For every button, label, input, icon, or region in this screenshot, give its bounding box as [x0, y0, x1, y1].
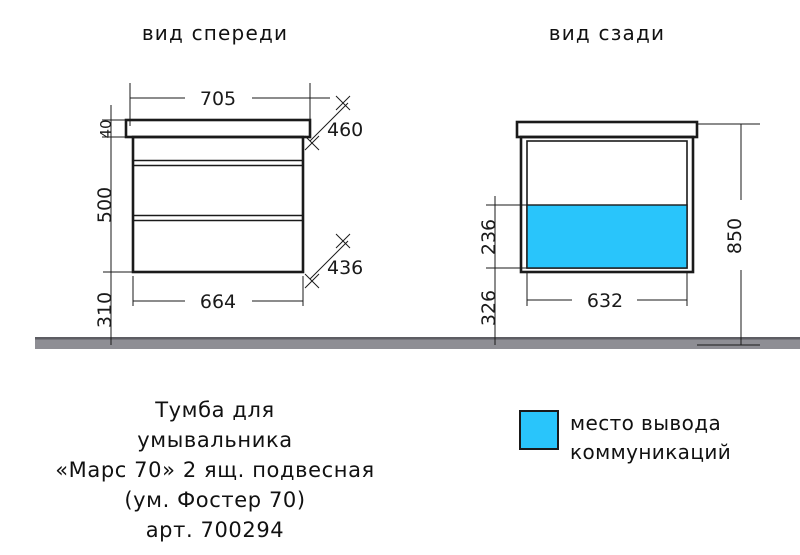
- front-view-title: вид спереди: [142, 21, 288, 45]
- legend-label-line1: место вывода: [570, 411, 721, 435]
- front-cabinet-body: [131, 135, 305, 274]
- dim-label-326: 326: [478, 290, 500, 326]
- rear-cabinet-body: [519, 135, 695, 274]
- rear-view-drawing: 236 326 632 850: [478, 120, 760, 346]
- dim-front-top-depth: 460: [304, 95, 363, 151]
- dim-label-460: 460: [327, 119, 363, 141]
- dim-label-436: 436: [327, 257, 363, 279]
- rear-view-title: вид сзади: [549, 21, 665, 45]
- dim-label-705: 705: [200, 88, 236, 110]
- dim-rear-comm-height: 236: [478, 196, 527, 278]
- caption-line-2: умывальника: [137, 428, 292, 452]
- legend-label-line2: коммуникаций: [570, 440, 731, 464]
- communication-zone-fill: [526, 204, 688, 269]
- dim-rear-body-width: 632: [526, 272, 688, 312]
- dim-front-body-width: 664: [132, 276, 304, 313]
- dim-rear-comm-to-floor: 326: [478, 267, 527, 345]
- dim-label-664: 664: [200, 291, 236, 313]
- dim-rear-total-height: 850: [697, 123, 760, 346]
- dim-front-top-width: 705: [129, 83, 330, 126]
- dim-label-850: 850: [724, 218, 746, 254]
- caption-line-1: Тумба для: [154, 398, 275, 422]
- legend: место вывода коммуникаций: [519, 410, 731, 464]
- product-caption: Тумба для умывальника «Марс 70» 2 ящ. по…: [55, 398, 375, 542]
- caption-line-4: (ум. Фостер 70): [124, 488, 305, 512]
- dim-label-500: 500: [94, 187, 116, 223]
- dim-front-floor-gap: 310: [94, 271, 133, 345]
- caption-line-5: арт. 700294: [146, 518, 285, 542]
- legend-color-swatch: [519, 410, 559, 450]
- front-countertop: [124, 118, 312, 139]
- rear-countertop: [515, 120, 699, 139]
- dim-label-310: 310: [94, 292, 116, 328]
- dim-label-632: 632: [587, 290, 623, 312]
- dim-front-body-height: 500: [94, 136, 133, 273]
- dim-front-body-depth: 436: [304, 233, 363, 289]
- dim-label-236: 236: [478, 219, 500, 255]
- floor-band: [35, 337, 800, 349]
- front-view-drawing: 705 40 500 310 664: [94, 83, 363, 345]
- dim-label-40: 40: [97, 119, 115, 138]
- caption-line-3: «Марс 70» 2 ящ. подвесная: [55, 458, 375, 482]
